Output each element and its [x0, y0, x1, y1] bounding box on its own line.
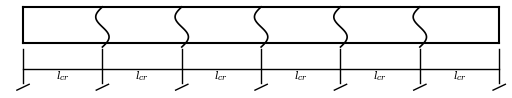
Text: $l_{cr}$: $l_{cr}$	[56, 70, 70, 83]
Text: $l_{cr}$: $l_{cr}$	[373, 70, 387, 83]
Text: $l_{cr}$: $l_{cr}$	[215, 70, 228, 83]
Text: $l_{cr}$: $l_{cr}$	[294, 70, 308, 83]
Text: $l_{cr}$: $l_{cr}$	[453, 70, 466, 83]
Text: $l_{cr}$: $l_{cr}$	[135, 70, 149, 83]
